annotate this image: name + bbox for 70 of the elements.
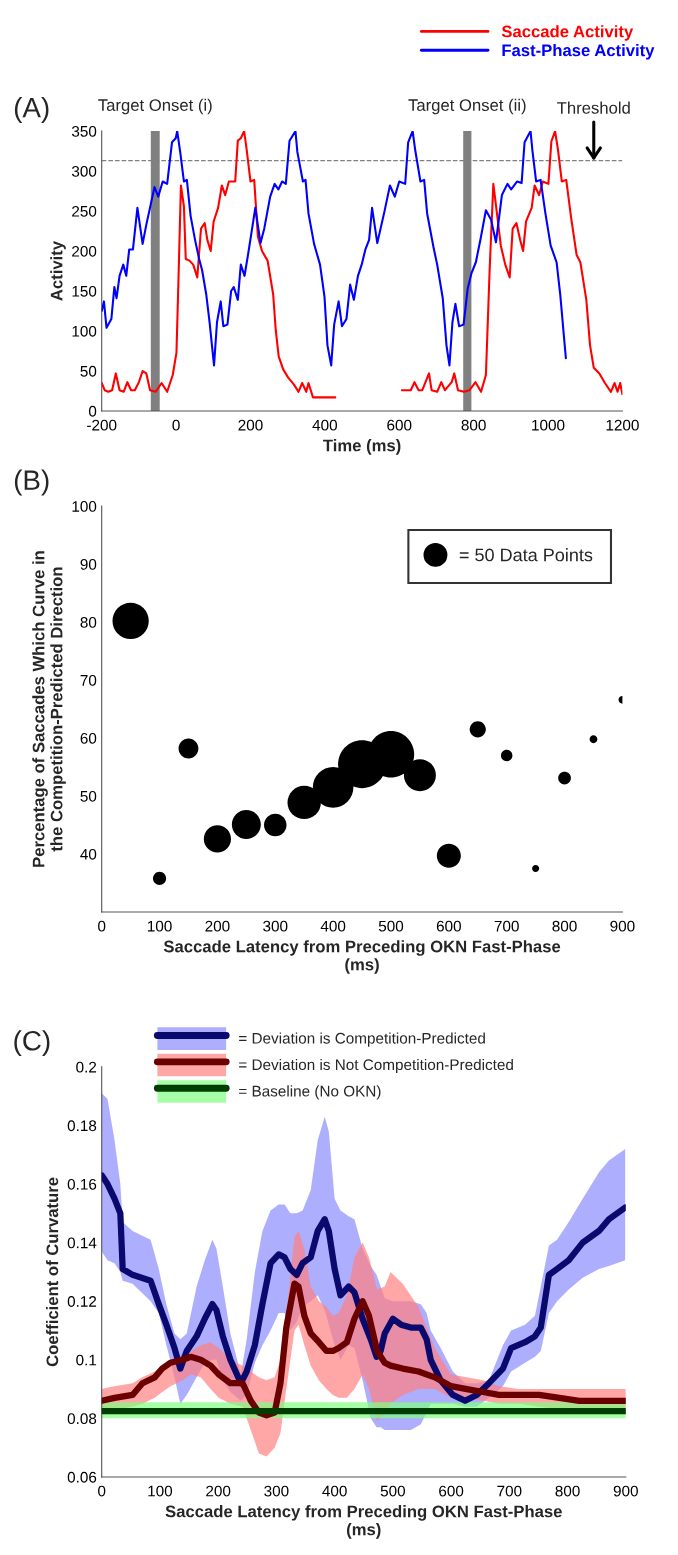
x-tick-label: 1000 <box>532 419 565 431</box>
x-tick-label: 0 <box>98 920 106 932</box>
chart-title: (A) <box>14 97 49 123</box>
x-tick-label: 400 <box>320 920 346 932</box>
legend-label: Saccade Activity <box>501 25 634 41</box>
x-tick-label: 0 <box>98 1485 106 1497</box>
x-tick-label: 600 <box>387 419 412 431</box>
y-tick-label: 70 <box>80 674 97 686</box>
x-tick-label: 100 <box>148 1485 173 1497</box>
y-axis-title: Percentage of Saccades Which Curve in the Competition-Predicted Direction <box>32 551 66 867</box>
x-tick-label: 200 <box>206 1485 231 1497</box>
x-axis-title: Saccade Latency from Preceding OKN Fast-Phase (ms) <box>165 1505 562 1539</box>
y-tick-label: 0.1 <box>76 1354 97 1366</box>
x-tick-label: 800 <box>555 1485 580 1497</box>
x-tick-label: 300 <box>264 1485 289 1497</box>
x-tick-label: 500 <box>380 1485 406 1497</box>
x-tick-label: 900 <box>610 920 635 932</box>
x-tick-label: 200 <box>205 920 230 932</box>
legend-label: = 50 Data Points <box>459 548 593 562</box>
x-tick-label: 500 <box>378 920 404 932</box>
y-tick-label: 0.18 <box>67 1120 97 1132</box>
x-tick-label: 200 <box>238 419 263 431</box>
y-tick-label: 50 <box>80 790 97 802</box>
x-tick-label: 800 <box>461 419 486 431</box>
legend-label: Fast-Phase Activity <box>502 44 655 60</box>
y-axis-title: Activity <box>50 241 66 301</box>
band-label: Target Onset (ii) <box>408 98 526 115</box>
y-tick-label: 250 <box>72 205 97 217</box>
x-tick-label: 800 <box>552 920 577 932</box>
x-tick-label: -200 <box>87 419 117 431</box>
x-tick-label: 1200 <box>606 419 639 431</box>
y-tick-label: 100 <box>72 501 97 512</box>
y-axis-title: Coefficient of Curvature <box>46 1177 59 1367</box>
y-tick-label: 0.14 <box>67 1237 97 1249</box>
x-tick-label: 400 <box>312 419 338 431</box>
y-tick-label: 300 <box>71 165 97 177</box>
y-tick-label: 150 <box>72 285 97 297</box>
legend-label: = Baseline (No OKN) <box>239 1085 381 1100</box>
x-tick-label: 600 <box>436 920 461 932</box>
y-tick-label: 40 <box>80 848 97 860</box>
y-tick-label: 100 <box>72 325 97 337</box>
chart-title: (B) <box>14 469 49 496</box>
y-tick-label: 0.2 <box>76 1061 97 1073</box>
x-tick-label: 100 <box>147 920 172 932</box>
y-tick-label: 0.06 <box>67 1471 97 1483</box>
legend-label: = Deviation is Not Competition-Predicted <box>239 1058 513 1074</box>
y-tick-label: 350 <box>71 125 97 137</box>
x-tick-label: 300 <box>263 920 288 932</box>
legend-label: = Deviation is Competition-Predicted <box>239 1032 485 1047</box>
x-axis-title: Saccade Latency from Preceding OKN Fast-Phase (ms) <box>163 940 561 974</box>
y-tick-label: 0.12 <box>67 1296 97 1307</box>
y-tick-label: 80 <box>80 616 97 628</box>
y-tick-label: 0.08 <box>67 1413 97 1425</box>
band-label: Target Onset (i) <box>98 98 212 115</box>
x-tick-label: 400 <box>322 1485 347 1497</box>
x-tick-label: 700 <box>494 920 519 932</box>
x-tick-label: 0 <box>172 419 180 431</box>
x-axis-title: Time (ms) <box>323 439 401 455</box>
y-tick-label: 90 <box>80 559 97 570</box>
y-tick-label: 200 <box>72 245 97 257</box>
x-tick-label: 900 <box>613 1485 638 1497</box>
chart-title: (C) <box>14 1030 50 1057</box>
line-series <box>101 131 567 367</box>
x-tick-label: 700 <box>497 1485 522 1497</box>
x-tick-label: 600 <box>439 1485 464 1497</box>
y-tick-label: 0 <box>88 405 97 417</box>
y-tick-label: 50 <box>80 365 97 377</box>
y-tick-label: 0.16 <box>67 1178 97 1190</box>
ref-line-label: Threshold <box>557 101 630 114</box>
y-tick-label: 60 <box>80 732 97 744</box>
